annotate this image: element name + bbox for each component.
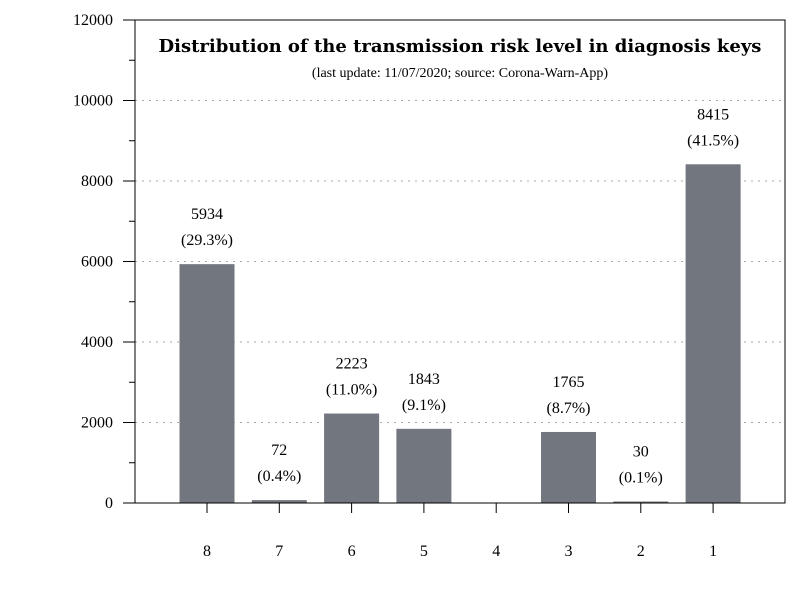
bar [613, 501, 669, 503]
bar [179, 264, 235, 503]
x-tick-label: 4 [492, 543, 500, 560]
y-tick-label: 10000 [73, 93, 113, 110]
bars [179, 164, 741, 503]
y-tick-label: 4000 [81, 334, 113, 351]
x-tick-label: 7 [275, 543, 283, 560]
y-tick-label: 2000 [81, 415, 113, 432]
x-tick-label: 3 [565, 543, 573, 560]
x-tick-label: 5 [420, 543, 428, 560]
bar [324, 413, 380, 503]
value-label: 1765 [553, 374, 585, 391]
plot-frame [134, 19, 786, 504]
value-label: 72 [271, 442, 287, 459]
percent-label: (41.5%) [687, 132, 739, 149]
y-tick-label: 12000 [73, 12, 113, 29]
value-label: 5934 [191, 206, 223, 223]
percent-label: (0.4%) [257, 468, 301, 485]
x-tick-label: 2 [637, 543, 645, 560]
x-tick-label: 8 [203, 543, 211, 560]
bar [541, 431, 596, 503]
x-tick-label: 1 [709, 543, 717, 560]
value-label: 2223 [336, 356, 368, 373]
y-tick-label: 0 [105, 495, 113, 512]
x-tick-label: 6 [348, 543, 356, 560]
percent-label: (0.1%) [619, 470, 663, 487]
percent-label: (29.3%) [181, 232, 233, 249]
y-tick-label: 8000 [81, 173, 113, 190]
percent-label: (11.0%) [326, 382, 377, 399]
bar [251, 500, 307, 503]
percent-label: (9.1%) [402, 397, 446, 414]
data-labels: 5934 (29.3%) 72 (0.4%) 2223 (11.0%) 1843 (9.1%)… [181, 106, 739, 486]
chart-title: Distribution of the transmission risk le… [159, 36, 762, 57]
y-axis: 0 2000 4000 6000 8000 10000 12000 [73, 12, 135, 512]
bar [685, 164, 741, 503]
y-tick-label: 6000 [81, 254, 113, 271]
x-axis: 8 7 6 5 4 3 2 1 [203, 503, 717, 560]
percent-label: (8.7%) [547, 400, 591, 417]
value-label: 30 [633, 444, 649, 461]
value-label: 8415 [697, 106, 729, 123]
chart-subtitle: (last update: 11/07/2020; source: Corona… [312, 66, 609, 81]
bar [396, 428, 452, 503]
value-label: 1843 [408, 371, 440, 388]
